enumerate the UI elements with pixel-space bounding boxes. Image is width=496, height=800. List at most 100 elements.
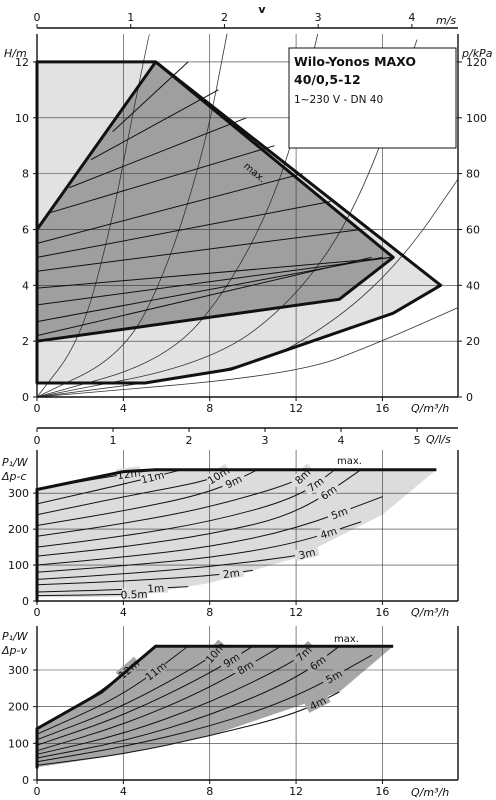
control-line (36, 201, 331, 258)
head-axis-label: H/m (4, 47, 27, 60)
flow-ls-tick-label: 1 (110, 434, 117, 447)
y-tick-label: 300 (8, 487, 29, 500)
curve-label: 3m (297, 546, 316, 562)
power-axis-label-1: P₁/W (2, 456, 29, 469)
velocity-tick-label: 0 (34, 11, 41, 24)
curve-label-bg (139, 468, 166, 485)
curve-label-bg (304, 650, 331, 674)
x-tick-label: 12 (289, 402, 303, 415)
curve-label: 11m (140, 469, 166, 486)
x-tick-label: 0 (34, 402, 41, 415)
y2-tick-label: 20 (466, 335, 480, 348)
curve-label: 1m (147, 583, 164, 596)
curve-label-bg (218, 565, 244, 580)
x-tick-label: 0 (34, 606, 41, 619)
x-tick-label: 8 (206, 785, 213, 798)
y-tick-label: 0 (22, 391, 29, 404)
velocity-tick-label: 4 (408, 11, 415, 24)
flow-ls-axis-label: Q/l/s (426, 433, 451, 446)
x-tick-label: 12 (289, 785, 303, 798)
velocity-axis-label: v (258, 3, 266, 16)
curve-label-bg (302, 472, 329, 496)
y-tick-label: 100 (8, 737, 29, 750)
pressure-axis-label: p/kPa (461, 47, 493, 60)
y2-tick-label: 0 (466, 391, 473, 404)
velocity-tick-label: 2 (221, 11, 228, 24)
chart-title-line2: 40/0,5-12 (294, 72, 361, 87)
x-tick-label: 12 (289, 606, 303, 619)
flow-axis-label-2: Q/m³/h (411, 606, 449, 619)
control-line (112, 61, 189, 133)
y-tick-label: 100 (8, 559, 29, 572)
system-curve (36, 33, 150, 398)
y2-tick-label: 80 (466, 168, 480, 181)
curve-label: 4m (319, 525, 339, 542)
flow-ls-tick-label: 2 (186, 434, 193, 447)
max-label-2: max. (337, 456, 362, 467)
control-line (36, 173, 303, 244)
x-tick-label: 16 (375, 606, 389, 619)
curve-label: 5m (330, 505, 350, 522)
x-tick-label: 16 (375, 402, 389, 415)
max-label-3: max. (334, 634, 359, 645)
power-envelope-fill (37, 469, 437, 601)
curve-label-bg (121, 587, 147, 600)
outer-envelope-line (35, 60, 443, 385)
chart-subtitle: 1~230 V - DN 40 (294, 94, 383, 106)
title-box (288, 47, 457, 149)
y2-tick-label: 100 (466, 112, 487, 125)
curve-label-bg (143, 581, 168, 594)
control-line (69, 117, 247, 189)
y2-tick-label: 40 (466, 279, 480, 292)
curve-label-bg (220, 470, 247, 492)
y-tick-label: 12 (15, 56, 29, 69)
x-tick-label: 4 (120, 606, 127, 619)
velocity-tick-label: 3 (315, 11, 322, 24)
y-tick-label: 8 (22, 168, 29, 181)
control-line (36, 229, 361, 272)
control-line (36, 256, 392, 306)
power-curve (36, 645, 189, 735)
power-curve (36, 645, 282, 752)
curve-label-bg (315, 523, 342, 542)
velocity-tick-label: 1 (127, 11, 134, 24)
y-tick-label: 6 (22, 223, 29, 236)
power-axis-label-2: P₁/W (2, 630, 29, 643)
x-tick-label: 0 (34, 785, 41, 798)
system-curve (36, 33, 228, 398)
y-tick-label: 200 (8, 523, 29, 536)
curve-label-bg (325, 503, 353, 522)
x-tick-label: 8 (206, 402, 213, 415)
control-line (36, 256, 383, 323)
y2-tick-label: 120 (466, 56, 487, 69)
y-tick-label: 300 (8, 664, 29, 677)
y-tick-label: 4 (22, 279, 29, 292)
curve-label-bg (320, 665, 347, 687)
y-tick-label: 0 (22, 595, 29, 608)
curve-label-bg (231, 655, 259, 678)
control-line (36, 256, 372, 337)
x-tick-label: 4 (120, 785, 127, 798)
x-tick-label: 4 (120, 402, 127, 415)
flow-ls-tick-label: 3 (262, 434, 269, 447)
velocity-unit: m/s (436, 14, 456, 27)
system-curve (36, 307, 459, 398)
curve-label-bg (217, 648, 245, 671)
curve-label-bg (142, 658, 169, 683)
variable-region-fill (37, 61, 394, 342)
curve-label-bg (293, 544, 320, 562)
control-line (49, 145, 275, 214)
mode-label-dpc: Δp-c (1, 470, 27, 483)
power-curve (36, 469, 182, 505)
y-tick-label: 2 (22, 335, 29, 348)
system-curve (36, 178, 459, 398)
flow-ls-tick-label: 4 (338, 434, 345, 447)
flow-ls-tick-label: 5 (414, 434, 421, 447)
power-curve (36, 586, 189, 593)
y-tick-label: 200 (8, 701, 29, 714)
x-tick-label: 8 (206, 606, 213, 619)
x-tick-label: 16 (375, 785, 389, 798)
